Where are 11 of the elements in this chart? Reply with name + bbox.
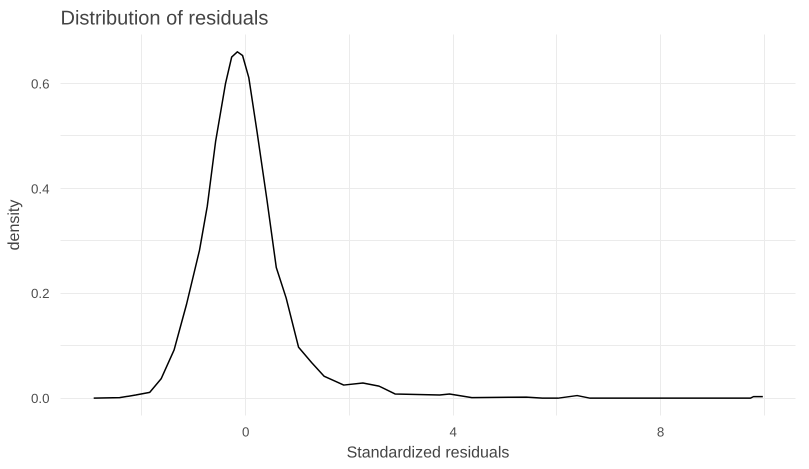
y-tick-label: 0.4 <box>30 181 50 196</box>
x-tick-label: 0 <box>242 424 250 440</box>
chart-title: Distribution of residuals <box>60 8 268 30</box>
line-series <box>92 51 764 399</box>
y-tick-label: 0.6 <box>30 76 50 92</box>
x-axis-title: Standardized residuals <box>346 444 510 462</box>
y-axis-title: density <box>6 200 23 250</box>
x-tick-label: 4 <box>449 424 458 440</box>
y-tick-label: 0.0 <box>30 391 50 406</box>
x-tick-label: 8 <box>656 424 664 440</box>
y-tick-label: 0.2 <box>30 286 50 302</box>
